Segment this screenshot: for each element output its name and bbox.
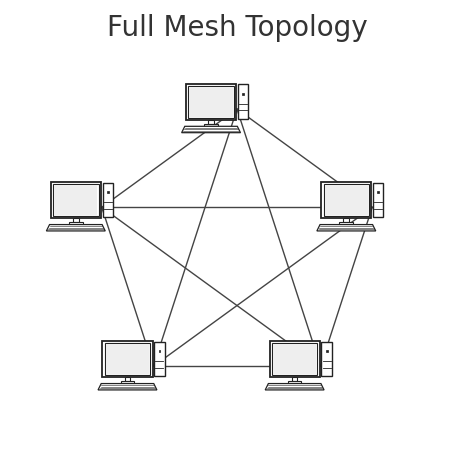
- Polygon shape: [182, 126, 240, 133]
- Bar: [377, 191, 379, 193]
- Bar: [186, 83, 236, 120]
- Bar: [73, 218, 79, 222]
- Bar: [292, 377, 298, 381]
- Bar: [321, 182, 371, 218]
- Bar: [121, 381, 134, 383]
- Bar: [339, 222, 353, 224]
- Text: Full Mesh Topology: Full Mesh Topology: [107, 14, 367, 43]
- Bar: [204, 124, 218, 126]
- Bar: [103, 182, 113, 217]
- Bar: [105, 343, 150, 375]
- Bar: [53, 184, 99, 216]
- Bar: [325, 185, 368, 215]
- Bar: [344, 218, 349, 222]
- Bar: [125, 377, 130, 381]
- Bar: [238, 84, 248, 119]
- Bar: [106, 344, 149, 374]
- Bar: [107, 191, 109, 193]
- Polygon shape: [46, 225, 105, 231]
- Bar: [326, 350, 328, 352]
- Bar: [69, 222, 82, 224]
- Bar: [273, 344, 316, 374]
- Bar: [321, 342, 332, 376]
- Polygon shape: [98, 383, 157, 390]
- Bar: [155, 342, 164, 376]
- Bar: [288, 381, 301, 383]
- Bar: [102, 341, 153, 377]
- Bar: [373, 182, 383, 217]
- Bar: [158, 350, 160, 352]
- Bar: [51, 182, 101, 218]
- Polygon shape: [317, 225, 376, 231]
- Bar: [190, 87, 233, 117]
- Bar: [242, 93, 244, 95]
- Bar: [54, 185, 98, 215]
- Bar: [270, 341, 319, 377]
- Polygon shape: [265, 383, 324, 390]
- Bar: [324, 184, 369, 216]
- Bar: [208, 120, 214, 124]
- Bar: [188, 86, 234, 118]
- Bar: [272, 343, 318, 375]
